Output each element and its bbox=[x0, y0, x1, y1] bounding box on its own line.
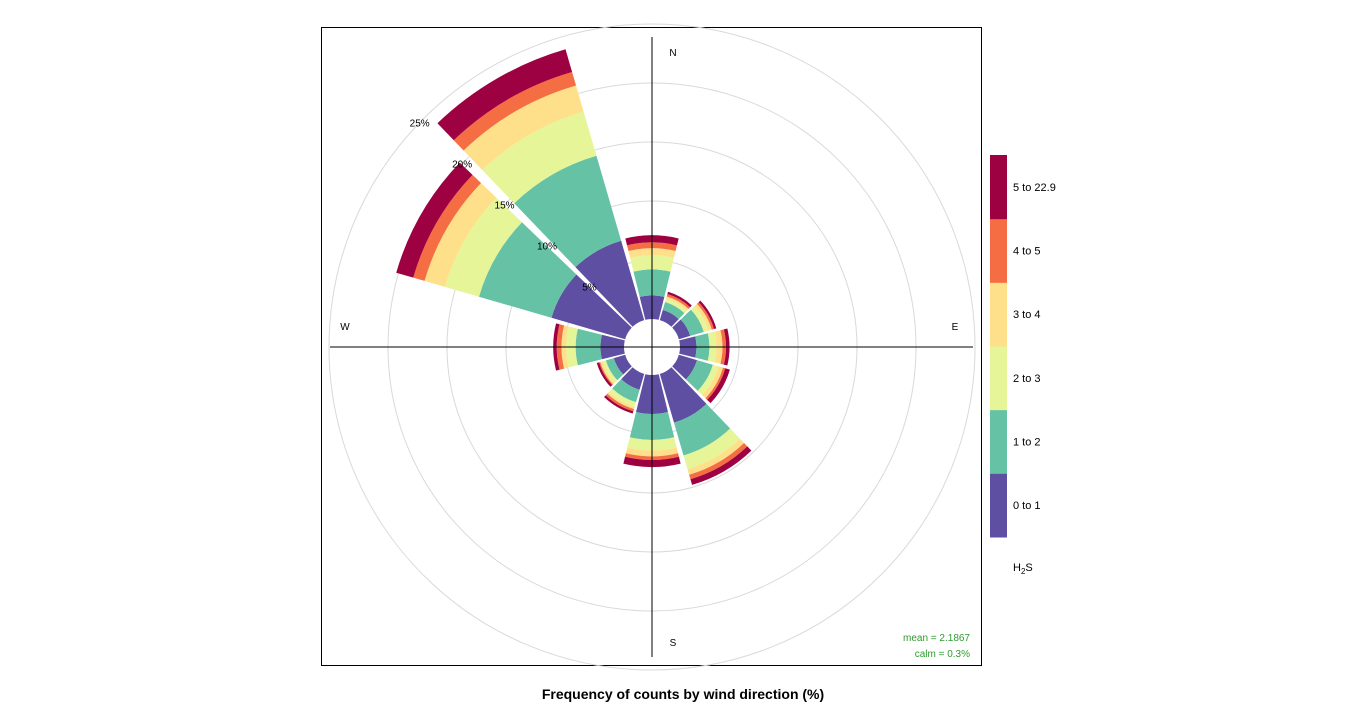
legend-swatch bbox=[990, 155, 1007, 220]
radial-tick-label: 10% bbox=[537, 242, 557, 253]
paddle-segment-150-band-0 bbox=[659, 367, 707, 423]
paddle-segment-120-band-3 bbox=[702, 366, 724, 399]
paddle-segment-300-band-3 bbox=[424, 183, 497, 287]
compass-s: S bbox=[670, 638, 677, 649]
paddle-segment-60-band-2 bbox=[690, 306, 709, 332]
paddle-segment-30-band-4 bbox=[666, 294, 691, 309]
paddle-segment-150-band-5 bbox=[690, 446, 752, 485]
paddle-segment-210-band-0 bbox=[621, 367, 645, 390]
paddle-segment-240-band-3 bbox=[600, 361, 615, 385]
legend-title-tail: S bbox=[1025, 562, 1032, 574]
paddle-segment-150-band-3 bbox=[687, 438, 745, 475]
legend-title-sub: 2 bbox=[1021, 567, 1026, 576]
paddle-segment-300-band-4 bbox=[413, 174, 482, 281]
radial-tick-label: 25% bbox=[410, 119, 430, 130]
legend-label: 3 to 4 bbox=[1013, 309, 1041, 321]
chart-title: Frequency of counts by wind direction (%… bbox=[541, 686, 825, 702]
compass-e: E bbox=[952, 322, 959, 333]
paddle-segment-240-band-5 bbox=[596, 362, 613, 387]
paddle-segment-120-band-4 bbox=[705, 367, 726, 400]
paddle-segment-210-band-4 bbox=[605, 393, 634, 412]
paddle-segment-330-band-1 bbox=[514, 155, 622, 268]
paddle-segment-240-band-0 bbox=[613, 354, 632, 375]
paddle-segment-60-band-1 bbox=[680, 309, 704, 336]
paddle-segment-30-band-2 bbox=[665, 298, 687, 314]
paddle-segment-60-band-4 bbox=[696, 302, 715, 330]
grid-ring bbox=[328, 23, 976, 671]
paddle-segment-120-band-5 bbox=[707, 368, 730, 404]
paddle-segment-120-band-2 bbox=[697, 364, 719, 395]
paddles bbox=[396, 49, 752, 485]
radial-tick-labels: 5% 10% 15% 20% 25% bbox=[410, 119, 597, 294]
paddle-segment-300-band-5 bbox=[396, 162, 473, 278]
radial-tick-label: 5% bbox=[582, 283, 597, 294]
stat-mean: mean = 2.1867 bbox=[903, 633, 970, 644]
paddle-segment-210-band-5 bbox=[604, 395, 634, 414]
paddle-segment-120-band-1 bbox=[685, 360, 713, 391]
compass-n: N bbox=[669, 48, 676, 59]
legend-swatch bbox=[990, 282, 1007, 347]
paddle-segment-330-band-2 bbox=[482, 111, 597, 204]
paddle-segment-300-band-2 bbox=[444, 197, 522, 297]
paddle-segment-240-band-2 bbox=[602, 360, 618, 383]
paddle-segment-300-band-1 bbox=[478, 222, 577, 318]
stat-calm: calm = 0.3% bbox=[915, 649, 970, 660]
paddle-segment-240-band-4 bbox=[599, 362, 614, 386]
paddle-segment-60-band-0 bbox=[672, 319, 691, 340]
legend-label: 1 to 2 bbox=[1013, 437, 1041, 449]
compass-w: W bbox=[340, 322, 350, 333]
legend-title-main: H bbox=[1013, 562, 1021, 574]
paddle-segment-330-band-0 bbox=[575, 240, 645, 327]
radial-tick-label: 15% bbox=[495, 201, 515, 212]
paddle-segment-330-band-4 bbox=[453, 71, 577, 151]
paddle-segment-210-band-1 bbox=[612, 379, 640, 403]
paddle-segment-300-band-0 bbox=[551, 274, 632, 340]
paddle-segment-210-band-2 bbox=[608, 388, 636, 407]
paddle-segment-60-band-5 bbox=[698, 300, 717, 329]
legend-swatch bbox=[990, 409, 1007, 474]
paddle-segment-120-band-0 bbox=[672, 354, 698, 380]
legend-title: H2S bbox=[1013, 562, 1033, 576]
legend-swatch bbox=[990, 346, 1007, 411]
paddle-segment-330-band-3 bbox=[463, 85, 584, 171]
paddle-segment-150-band-2 bbox=[683, 428, 740, 470]
legend-swatch bbox=[990, 473, 1007, 538]
legend: 0 to 1 1 to 2 2 to 3 3 to 4 4 to 5 5 to 22.9 bbox=[990, 155, 1056, 538]
legend-swatch bbox=[990, 218, 1007, 283]
paddle-segment-60-band-3 bbox=[694, 303, 712, 331]
paddle-segment-30-band-5 bbox=[667, 291, 692, 308]
paddle-segment-330-band-5 bbox=[437, 49, 573, 141]
paddle-segment-150-band-1 bbox=[673, 403, 731, 456]
legend-label: 2 to 3 bbox=[1013, 373, 1041, 385]
paddle-segment-240-band-1 bbox=[605, 358, 624, 381]
legend-label: 5 to 22.9 bbox=[1013, 182, 1056, 194]
paddle-segment-210-band-3 bbox=[607, 391, 635, 410]
legend-label: 4 to 5 bbox=[1013, 246, 1041, 258]
paddle-segment-30-band-0 bbox=[659, 309, 679, 327]
paddle-segment-30-band-1 bbox=[662, 301, 685, 320]
paddle-segment-30-band-3 bbox=[666, 296, 689, 311]
radial-tick-label: 20% bbox=[452, 160, 472, 171]
paddle-segment-150-band-4 bbox=[689, 443, 748, 480]
legend-label: 0 to 1 bbox=[1013, 500, 1041, 512]
